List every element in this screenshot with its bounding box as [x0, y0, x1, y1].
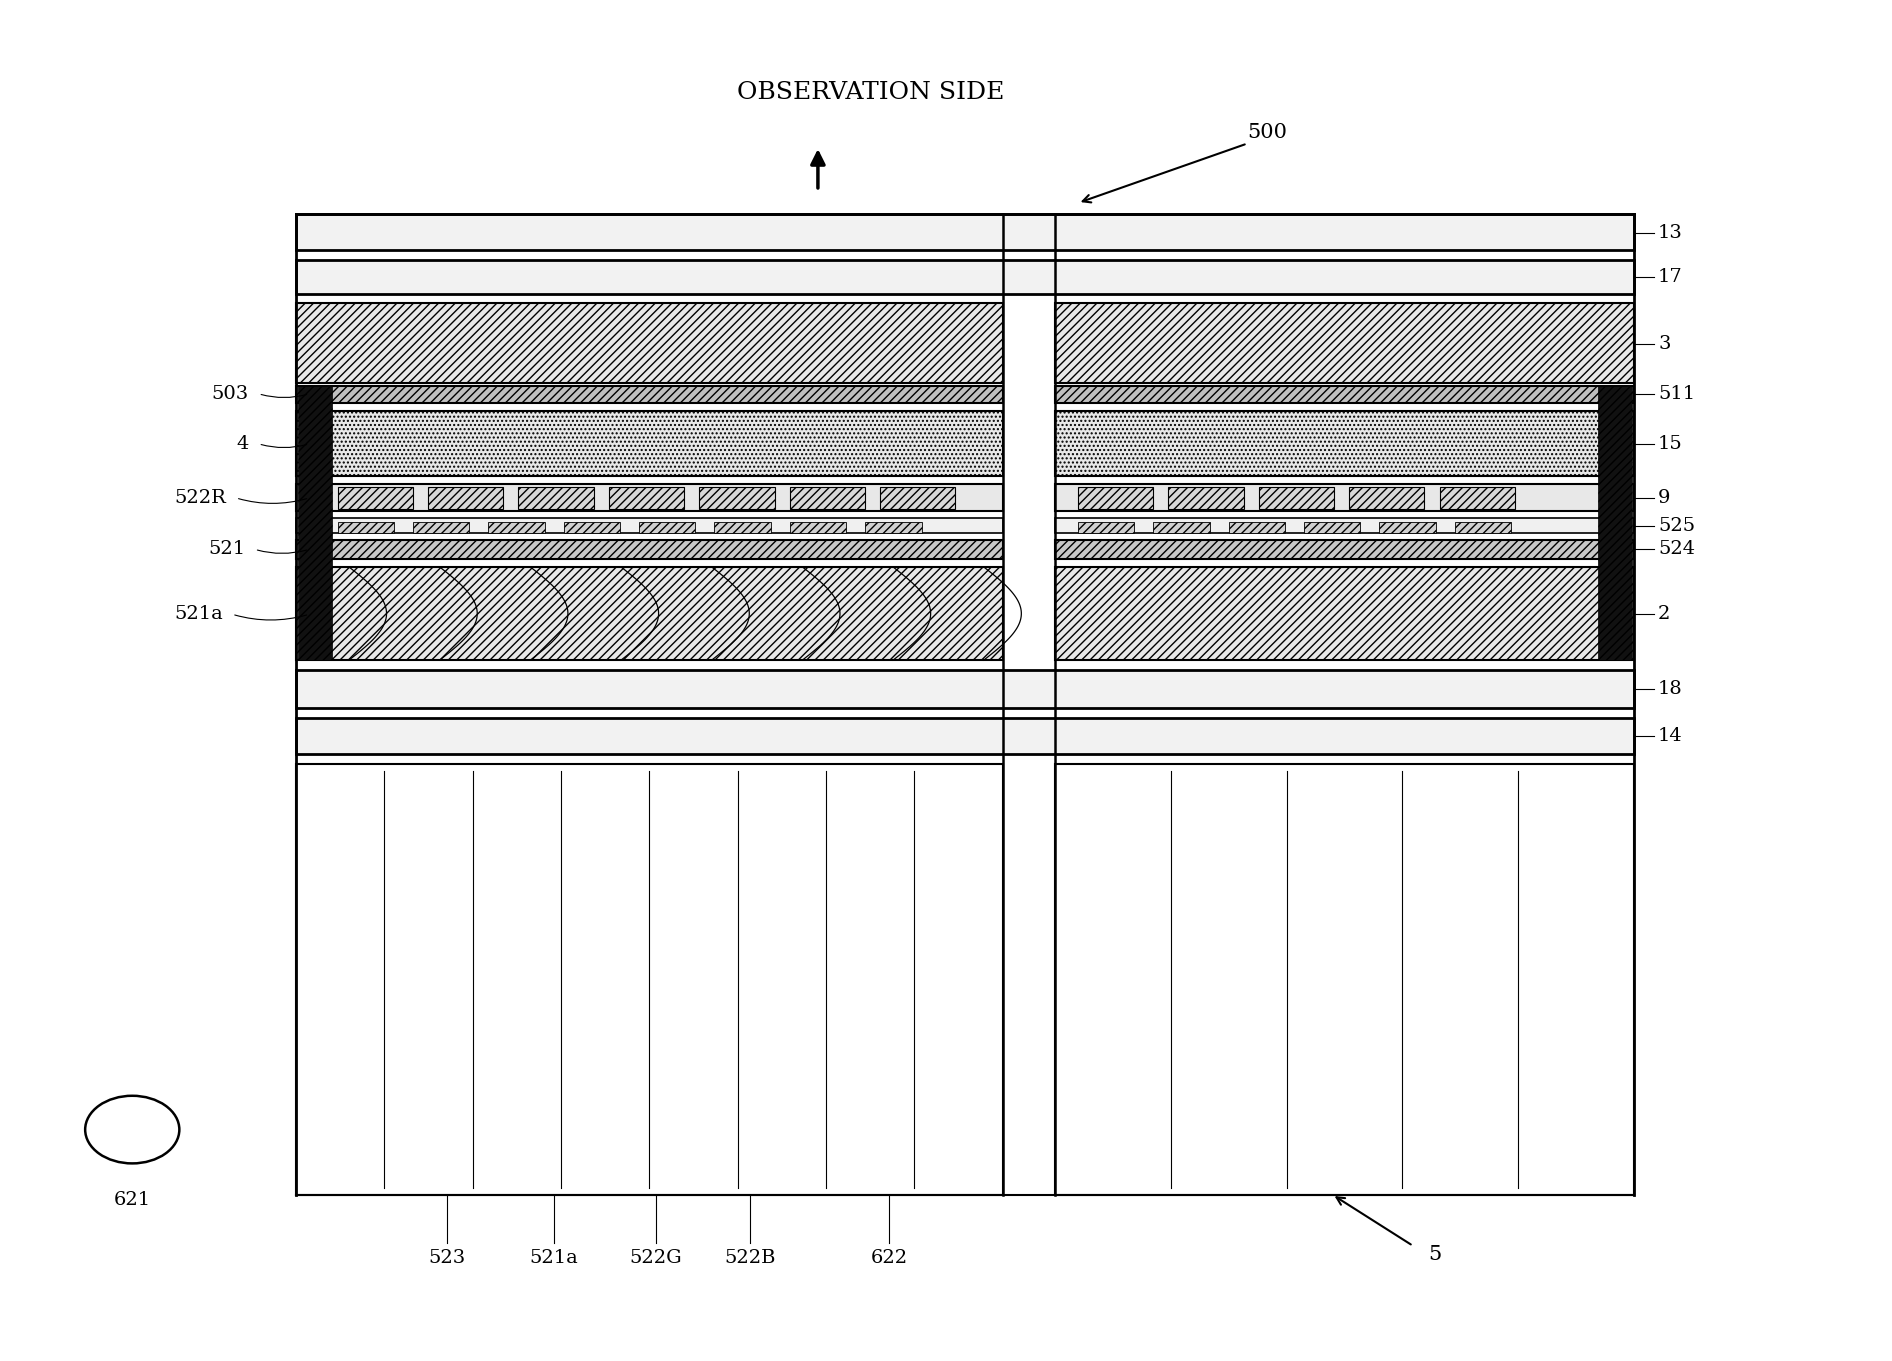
Bar [337, 487, 412, 509]
Text: 522G: 522G [630, 1249, 683, 1267]
Bar [297, 670, 1633, 708]
Text: 521a: 521a [530, 1249, 579, 1267]
Bar [700, 487, 774, 509]
Bar [297, 485, 1003, 512]
Text: 15: 15 [1657, 434, 1682, 453]
Circle shape [85, 1096, 180, 1164]
Bar [297, 519, 1003, 534]
Bar [297, 568, 1003, 660]
Bar [715, 523, 770, 534]
Text: OBSERVATION SIDE: OBSERVATION SIDE [738, 80, 1005, 103]
Bar [789, 487, 865, 509]
Text: 17: 17 [1657, 268, 1682, 286]
Bar [299, 385, 331, 660]
Bar [518, 487, 594, 509]
Bar [1056, 540, 1633, 559]
Bar [1349, 487, 1425, 509]
Text: 18: 18 [1657, 679, 1682, 698]
Bar [1078, 487, 1154, 509]
Bar [564, 523, 621, 534]
Bar [880, 487, 955, 509]
Bar [428, 487, 503, 509]
Bar [1154, 523, 1209, 534]
Bar [1056, 485, 1633, 512]
Text: 500: 500 [1247, 122, 1287, 142]
Text: 622: 622 [870, 1249, 908, 1267]
Bar [639, 523, 696, 534]
Bar [337, 523, 394, 534]
Bar [1056, 568, 1633, 660]
Bar [1228, 523, 1285, 534]
Bar [412, 523, 469, 534]
Bar [1440, 487, 1515, 509]
Bar [297, 719, 1633, 754]
Bar [789, 523, 846, 534]
Bar [1258, 487, 1334, 509]
Bar [488, 523, 545, 534]
Bar [1167, 487, 1243, 509]
Text: 522R: 522R [174, 489, 227, 506]
Bar [297, 214, 1633, 250]
Bar [1056, 385, 1633, 403]
Text: 4: 4 [236, 434, 250, 453]
Bar [297, 411, 1003, 476]
Text: 2: 2 [1657, 606, 1671, 623]
Text: 5: 5 [1428, 1244, 1442, 1263]
Bar [297, 260, 1633, 294]
Text: 503: 503 [212, 385, 250, 403]
Bar [1056, 765, 1633, 1195]
Bar [1379, 523, 1436, 534]
Text: 511: 511 [1657, 385, 1695, 403]
Bar [297, 540, 1003, 559]
Text: 9: 9 [1657, 489, 1671, 506]
Text: 621: 621 [114, 1191, 151, 1209]
Bar [297, 765, 1003, 1195]
Text: 521a: 521a [174, 606, 223, 623]
Text: 524: 524 [1657, 540, 1695, 558]
Bar [1304, 523, 1360, 534]
Bar [297, 304, 1003, 382]
Bar [1455, 523, 1512, 534]
Text: 13: 13 [1657, 223, 1682, 242]
Bar [1056, 519, 1633, 534]
Text: 14: 14 [1657, 727, 1682, 744]
Bar [1056, 304, 1633, 382]
Bar [1056, 411, 1633, 476]
Bar [1078, 523, 1135, 534]
Text: 523: 523 [428, 1249, 465, 1267]
Bar [865, 523, 921, 534]
Bar [609, 487, 685, 509]
Bar [297, 385, 1003, 403]
Text: 525: 525 [1657, 517, 1695, 535]
Bar [1597, 385, 1631, 660]
Text: 521: 521 [208, 540, 246, 558]
Text: 3: 3 [1657, 335, 1671, 352]
Text: 522B: 522B [725, 1249, 776, 1267]
